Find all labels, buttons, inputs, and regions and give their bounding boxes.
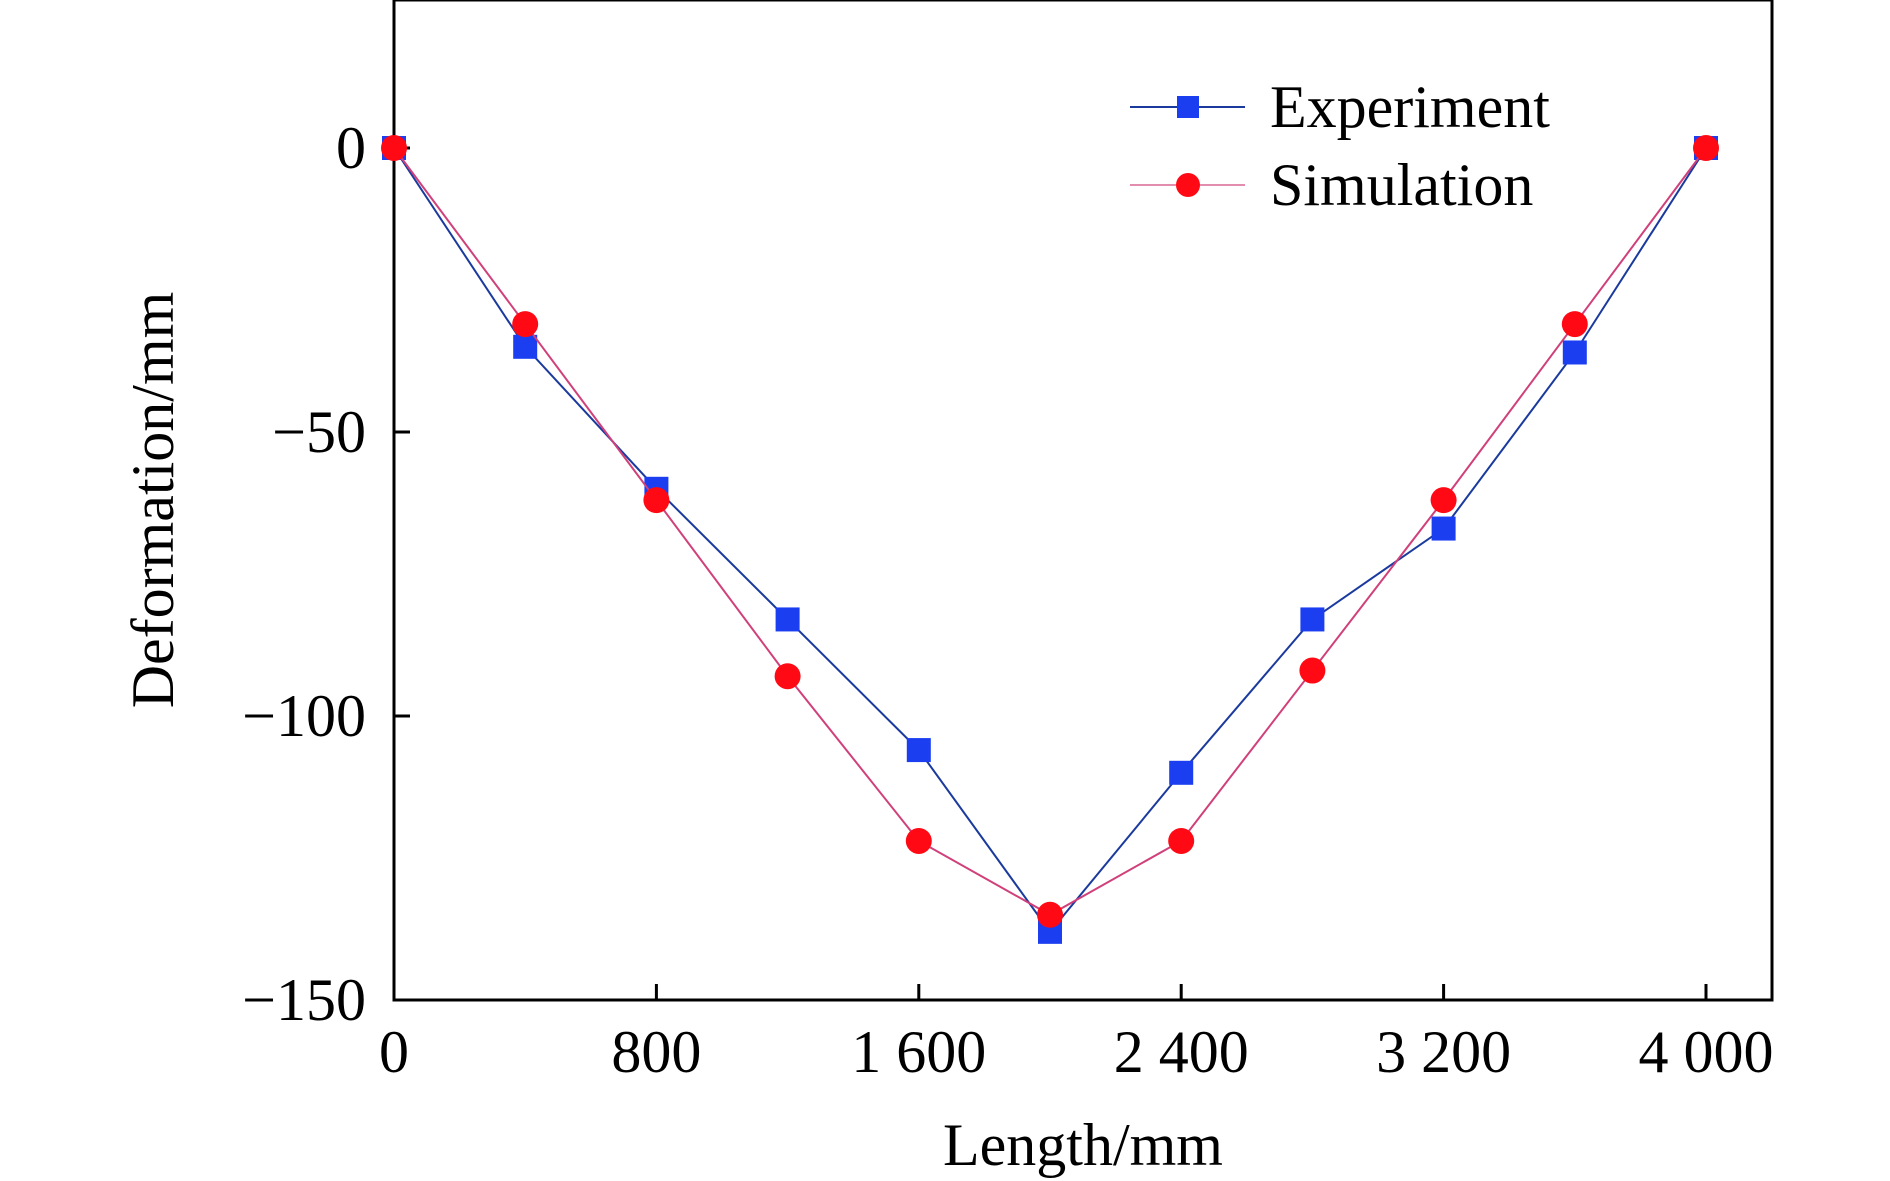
data-point-simulation <box>905 827 932 854</box>
x-tick-label: 4 000 <box>1639 1019 1774 1085</box>
y-tick-label: −50 <box>272 399 366 465</box>
x-tick-label: 800 <box>611 1019 701 1085</box>
y-axis-label: Deformation/mm <box>120 292 186 709</box>
y-axis-ticks: 0 −50 −100 −150 <box>242 115 410 1033</box>
y-tick-label: 0 <box>336 115 366 181</box>
data-point-experiment <box>1431 516 1456 541</box>
data-point-simulation <box>1430 487 1457 514</box>
y-tick-label: −100 <box>242 683 366 749</box>
data-point-simulation <box>774 663 801 690</box>
series-line-experiment <box>393 147 1707 934</box>
x-tick-label: 2 400 <box>1114 1019 1249 1085</box>
series-layer <box>381 135 1719 944</box>
legend-marker-simulation <box>1176 173 1200 197</box>
x-axis-label: Length/mm <box>943 1112 1223 1178</box>
series-line-simulation <box>393 147 1707 916</box>
legend: Experiment Simulation <box>1130 74 1550 218</box>
data-point-experiment <box>1169 760 1194 785</box>
x-axis-ticks: 0 800 1 600 2 400 3 200 4 000 <box>379 984 1774 1085</box>
x-tick-label: 3 200 <box>1376 1019 1511 1085</box>
data-point-experiment <box>775 607 800 632</box>
data-point-simulation <box>512 311 539 338</box>
data-point-simulation <box>1168 827 1195 854</box>
data-point-experiment <box>1562 340 1587 365</box>
legend-marker-experiment <box>1177 96 1199 118</box>
data-point-simulation <box>643 487 670 514</box>
legend-label-experiment: Experiment <box>1270 74 1550 140</box>
plot-frame <box>392 0 1774 1002</box>
data-point-simulation <box>1037 901 1063 928</box>
x-tick-label: 0 <box>379 1019 409 1085</box>
x-tick-label: 1 600 <box>851 1019 986 1085</box>
data-point-simulation <box>1299 657 1326 684</box>
legend-label-simulation: Simulation <box>1270 152 1533 218</box>
data-point-simulation <box>1561 311 1588 338</box>
data-point-experiment <box>513 334 538 359</box>
y-tick-label: −150 <box>242 967 366 1033</box>
data-point-experiment <box>906 738 931 763</box>
data-point-experiment <box>1300 607 1325 632</box>
data-point-simulation <box>1693 135 1719 161</box>
data-point-simulation <box>381 135 407 161</box>
